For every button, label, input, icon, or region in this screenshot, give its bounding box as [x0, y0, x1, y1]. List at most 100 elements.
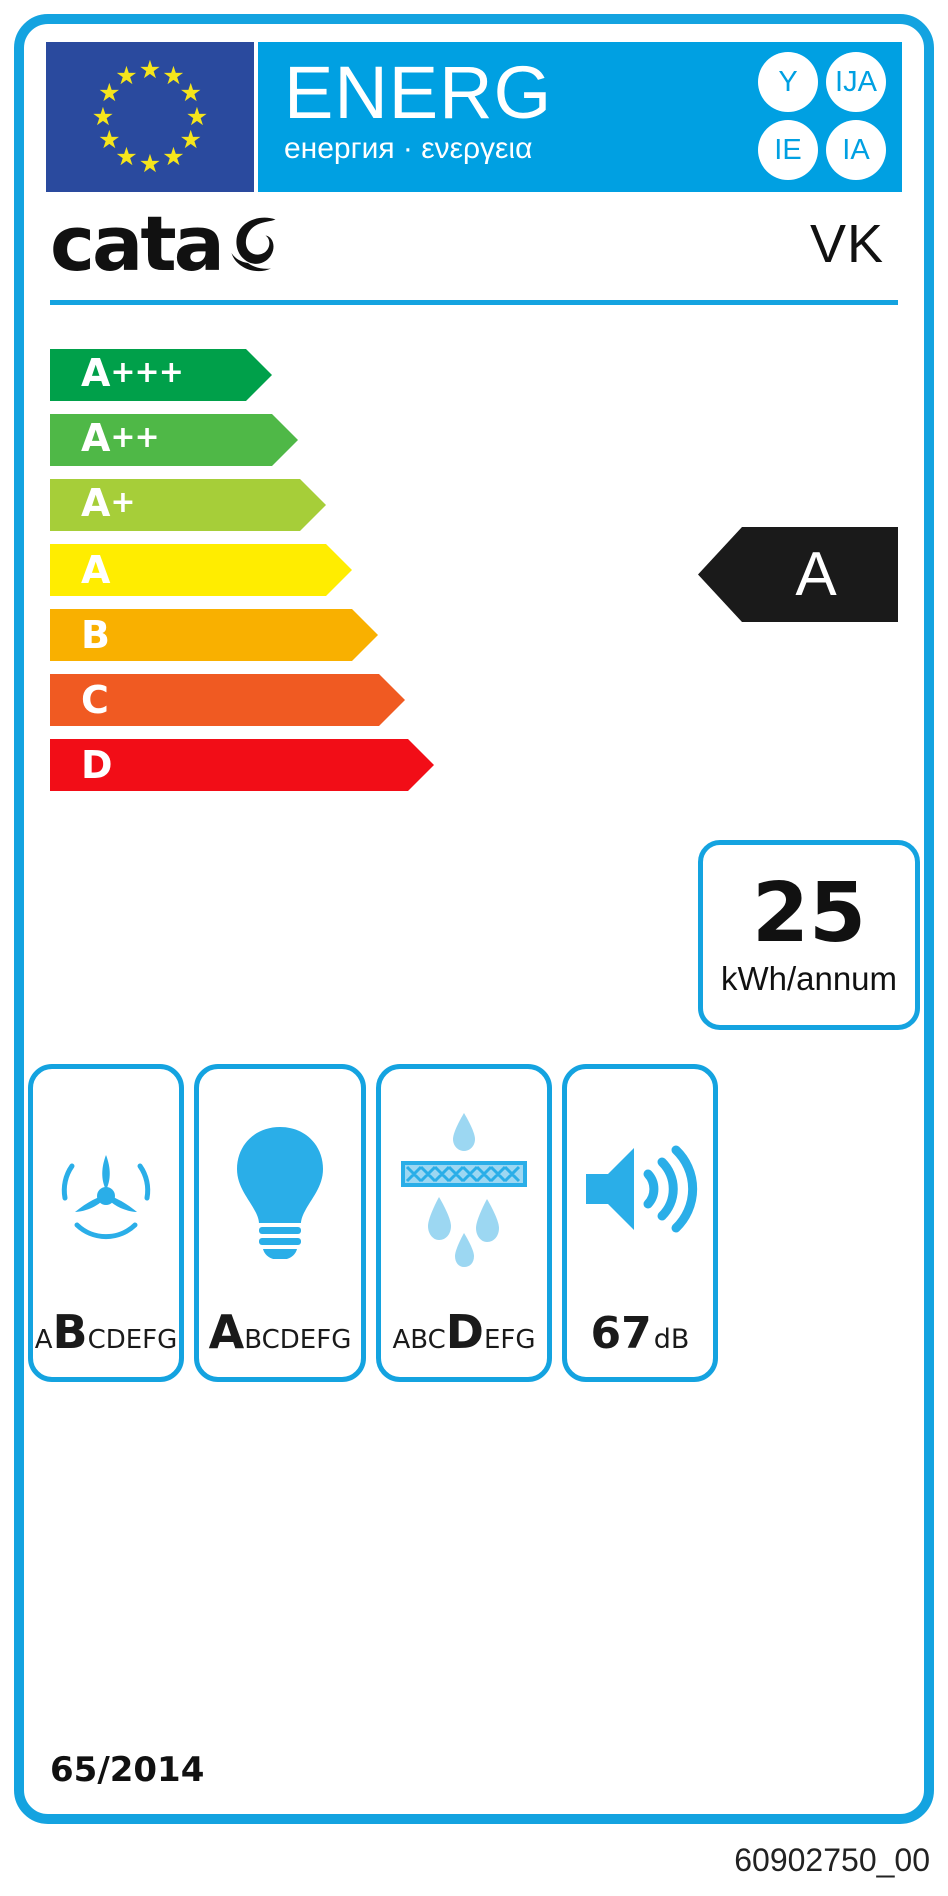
- eu-star-2: ★: [179, 79, 202, 107]
- panel-grease-filtering-efficiency: ABC D EFG: [376, 1064, 552, 1382]
- awarded-class-letter: A: [795, 539, 837, 609]
- energy-word: ENERG: [284, 51, 553, 134]
- efficiency-class-arrow-tip: [272, 414, 298, 466]
- panel-noise-emissions: 67 dB: [562, 1064, 718, 1382]
- brand-row: cata VK: [46, 192, 902, 296]
- label-header: ★ ★ ★ ★ ★ ★ ★ ★ ★ ★ ★ ★ ENERG енергия · ενεργεια Y …: [46, 42, 902, 192]
- eu-star-5: ★: [162, 143, 185, 172]
- efficiency-class-arrow-body: A+++: [50, 349, 246, 401]
- efficiency-class-row: A++: [50, 414, 470, 466]
- efficiency-class-arrow-tip: [300, 479, 326, 531]
- eu-star-9: ★: [91, 102, 115, 131]
- scale-after: EFG: [483, 1325, 536, 1355]
- efficiency-class-arrow: C: [50, 674, 405, 726]
- european-union-flag-icon: ★ ★ ★ ★ ★ ★ ★ ★ ★ ★ ★ ★: [46, 42, 254, 192]
- lighting-efficiency-scale: A BCDEFG: [209, 1305, 352, 1359]
- language-circle-0: Y: [758, 52, 818, 112]
- awarded-class-arrow-body: A: [742, 527, 898, 622]
- eu-star-1: ★: [162, 61, 185, 90]
- eu-star-8: ★: [98, 126, 121, 154]
- awarded-class-arrow-tip: [698, 527, 742, 622]
- efficiency-class-label: B: [81, 613, 110, 657]
- energy-label-card: ★ ★ ★ ★ ★ ★ ★ ★ ★ ★ ★ ★ ENERG енергия · ενεργεια Y …: [14, 14, 934, 1824]
- energy-subtitle: енергия · ενεργεια: [284, 132, 533, 165]
- scale-highlight: A: [208, 1305, 245, 1359]
- eu-star-0: ★: [138, 55, 162, 84]
- scale-before: A: [34, 1325, 53, 1355]
- scale-after: CDEFG: [87, 1325, 178, 1355]
- efficiency-class-row: D: [50, 739, 470, 791]
- grease-filtering-efficiency-scale: ABC D EFG: [392, 1305, 535, 1359]
- language-circle-1: IJA: [826, 52, 886, 112]
- sound-icon: [567, 1069, 713, 1309]
- noise-emissions-value: 67 dB: [591, 1308, 690, 1359]
- efficiency-class-arrow-body: A: [50, 544, 326, 596]
- eu-star-3: ★: [185, 102, 209, 131]
- awarded-class-arrow: A: [698, 527, 898, 622]
- panel-lighting-efficiency: A BCDEFG: [194, 1064, 366, 1382]
- energy-label-content: ★ ★ ★ ★ ★ ★ ★ ★ ★ ★ ★ ★ ENERG енергия · ενεργεια Y …: [24, 24, 924, 1814]
- eu-star-7: ★: [115, 143, 138, 172]
- efficiency-class-arrow: D: [50, 739, 434, 791]
- efficiency-class-label: A+: [81, 481, 136, 525]
- eu-star-10: ★: [98, 79, 121, 107]
- efficiency-class-plus-signs: +++: [110, 355, 183, 390]
- efficiency-class-plus-signs: +: [110, 485, 135, 520]
- efficiency-class-row: A: [50, 544, 470, 596]
- language-circle-2: IE: [758, 120, 818, 180]
- annual-energy-consumption-value: 25: [751, 866, 867, 961]
- efficiency-class-arrow-tip: [379, 674, 405, 726]
- scale-after: BCDEFG: [244, 1325, 352, 1355]
- efficiency-class-arrow: A++: [50, 414, 298, 466]
- language-circle-3: IA: [826, 120, 886, 180]
- eu-star-6: ★: [138, 149, 162, 178]
- efficiency-class-label: A++: [81, 416, 160, 460]
- efficiency-class-arrow-body: A++: [50, 414, 272, 466]
- efficiency-scale-zone: A+++ A++ A+ A B C D A: [46, 349, 902, 819]
- efficiency-class-arrow: A+: [50, 479, 326, 531]
- brand-logo: cata: [50, 206, 288, 282]
- brand-name: cata: [50, 199, 225, 288]
- fluid-dynamic-efficiency-scale: A B CDEFG: [35, 1305, 178, 1359]
- efficiency-class-label: D: [81, 743, 113, 787]
- efficiency-class-arrow-body: A+: [50, 479, 300, 531]
- efficiency-class-arrow-body: B: [50, 609, 352, 661]
- efficiency-class-label: A: [81, 548, 111, 592]
- model-name: VK: [809, 214, 884, 274]
- efficiency-class-list: A+++ A++ A+ A B C D: [50, 349, 470, 804]
- eu-star-4: ★: [179, 126, 202, 154]
- regulation-reference: 65/2014: [50, 1750, 205, 1790]
- grease-filter-icon: [381, 1069, 547, 1309]
- efficiency-class-arrow-tip: [352, 609, 378, 661]
- cata-swirl-logo-icon: [226, 213, 288, 275]
- efficiency-class-arrow-body: C: [50, 674, 379, 726]
- efficiency-class-arrow: B: [50, 609, 378, 661]
- efficiency-class-arrow: A: [50, 544, 352, 596]
- noise-db-unit: dB: [653, 1324, 690, 1355]
- efficiency-class-arrow-tip: [408, 739, 434, 791]
- noise-db-value: 67: [590, 1308, 652, 1359]
- language-code-circles: Y IJA IE IA: [754, 50, 894, 184]
- fan-icon: [33, 1069, 179, 1309]
- efficiency-class-label: A+++: [81, 351, 184, 395]
- efficiency-class-arrow-tip: [246, 349, 272, 401]
- efficiency-class-row: B: [50, 609, 470, 661]
- annual-energy-consumption-box: 25 kWh/annum: [698, 840, 920, 1030]
- eu-star-11: ★: [115, 61, 138, 90]
- energy-banner-text: ENERG енергия · ενεργεια: [284, 56, 604, 166]
- brand-divider: [50, 300, 898, 305]
- efficiency-class-row: C: [50, 674, 470, 726]
- annual-energy-consumption-unit: kWh/annum: [720, 960, 898, 997]
- scale-highlight: D: [445, 1305, 484, 1359]
- efficiency-class-arrow-tip: [326, 544, 352, 596]
- energy-banner: ENERG енергия · ενεργεια Y IJA IE IA: [258, 42, 902, 192]
- efficiency-class-arrow: A+++: [50, 349, 272, 401]
- document-code: 60902750_00: [734, 1842, 930, 1878]
- efficiency-class-plus-signs: ++: [110, 420, 159, 455]
- panel-fluid-dynamic-efficiency: A B CDEFG: [28, 1064, 184, 1382]
- efficiency-class-row: A+++: [50, 349, 470, 401]
- efficiency-class-label: C: [81, 678, 109, 722]
- efficiency-class-arrow-body: D: [50, 739, 408, 791]
- scale-highlight: B: [52, 1305, 88, 1359]
- lightbulb-icon: [199, 1069, 361, 1309]
